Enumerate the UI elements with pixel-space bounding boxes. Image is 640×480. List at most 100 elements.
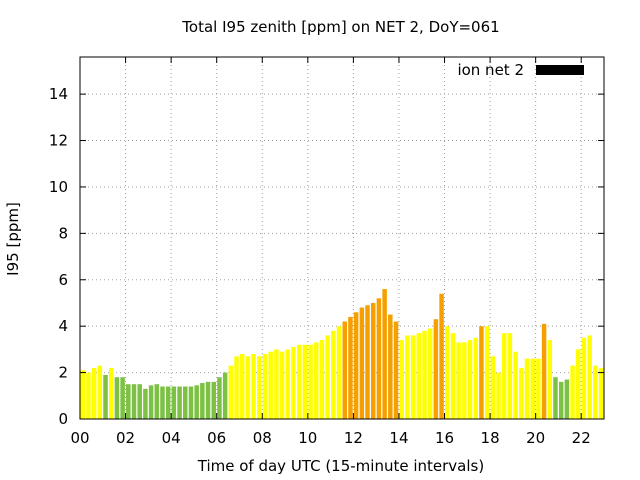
bar (382, 289, 387, 419)
bar (114, 377, 120, 419)
bar (97, 365, 103, 419)
bar (257, 356, 262, 419)
bar (336, 326, 342, 419)
x-tick-label: 14 (389, 429, 408, 447)
bar (183, 386, 188, 419)
bar (422, 330, 427, 419)
y-tick-label: 6 (58, 271, 68, 289)
bar (177, 386, 182, 419)
bar (131, 384, 137, 419)
bar (314, 342, 319, 419)
x-tick-label: 00 (70, 429, 89, 447)
bar (154, 384, 160, 419)
x-tick-label: 06 (207, 429, 226, 447)
bar (598, 367, 604, 419)
bar (308, 344, 313, 419)
bar (126, 384, 131, 419)
bar (370, 302, 376, 419)
bar (399, 340, 404, 419)
bar (239, 354, 245, 419)
bar (211, 381, 216, 419)
y-tick-label: 4 (58, 317, 68, 335)
bar (353, 312, 359, 419)
bar (519, 367, 524, 419)
bar (120, 377, 125, 419)
bar (496, 372, 501, 419)
bar (251, 354, 256, 419)
bar (331, 330, 336, 419)
bar (234, 356, 239, 419)
bar (524, 358, 530, 419)
bar (80, 370, 85, 419)
y-tick-label: 10 (49, 178, 68, 196)
bar (148, 385, 154, 419)
bar (581, 337, 587, 419)
bar (456, 342, 461, 419)
bar (530, 358, 535, 419)
bar (570, 365, 575, 419)
bar (513, 351, 518, 419)
bar (205, 381, 211, 419)
plot-frame (79, 56, 605, 420)
bar (165, 386, 171, 419)
y-tick-label: 2 (58, 364, 68, 382)
bar (450, 333, 456, 419)
chart-title: Total I95 zenith [ppm] on NET 2, DoY=061 (181, 18, 499, 36)
legend-swatch (536, 65, 584, 75)
bar (587, 335, 592, 419)
bar (501, 333, 507, 419)
bar (348, 316, 353, 419)
x-tick-label: 18 (481, 429, 500, 447)
bar (274, 349, 279, 419)
bar (200, 383, 205, 419)
bar (593, 365, 598, 419)
bar (490, 356, 496, 419)
x-axis-label: Time of day UTC (15-minute intervals) (197, 457, 484, 475)
bar (171, 386, 177, 419)
bar (393, 321, 399, 419)
bar (564, 379, 570, 419)
bar (473, 337, 478, 419)
bar (576, 349, 581, 419)
x-tick-label: 22 (572, 429, 591, 447)
bar (245, 356, 251, 419)
bar (262, 354, 268, 419)
bar (541, 323, 547, 419)
bar (268, 351, 273, 419)
bar (433, 319, 439, 419)
bar (319, 340, 325, 419)
bar (285, 349, 291, 419)
y-tick-label: 14 (49, 85, 68, 103)
bar (342, 321, 347, 419)
y-tick-label: 0 (58, 410, 68, 428)
bar (547, 340, 553, 419)
bar (416, 333, 422, 419)
bars-group (80, 289, 604, 419)
bar (553, 377, 558, 419)
bar (484, 326, 490, 419)
x-tick-label: 12 (344, 429, 363, 447)
legend-label: ion net 2 (457, 61, 524, 79)
bar (188, 386, 194, 419)
bar (86, 372, 91, 419)
x-tick-label: 02 (116, 429, 135, 447)
bar (103, 374, 108, 419)
bar (325, 335, 330, 419)
y-tick-label: 12 (49, 132, 68, 150)
bar (137, 384, 142, 419)
bar (279, 351, 285, 419)
bar (296, 344, 302, 419)
bar (427, 328, 433, 419)
grid-lines (80, 57, 604, 419)
bar (462, 342, 467, 419)
bar (388, 314, 393, 419)
bar (108, 367, 114, 419)
bar (143, 388, 148, 419)
x-tick-label: 08 (253, 429, 272, 447)
bar (91, 367, 97, 419)
bar (222, 372, 228, 419)
bar (228, 365, 234, 419)
x-tick-label: 20 (526, 429, 545, 447)
bar (558, 381, 564, 419)
